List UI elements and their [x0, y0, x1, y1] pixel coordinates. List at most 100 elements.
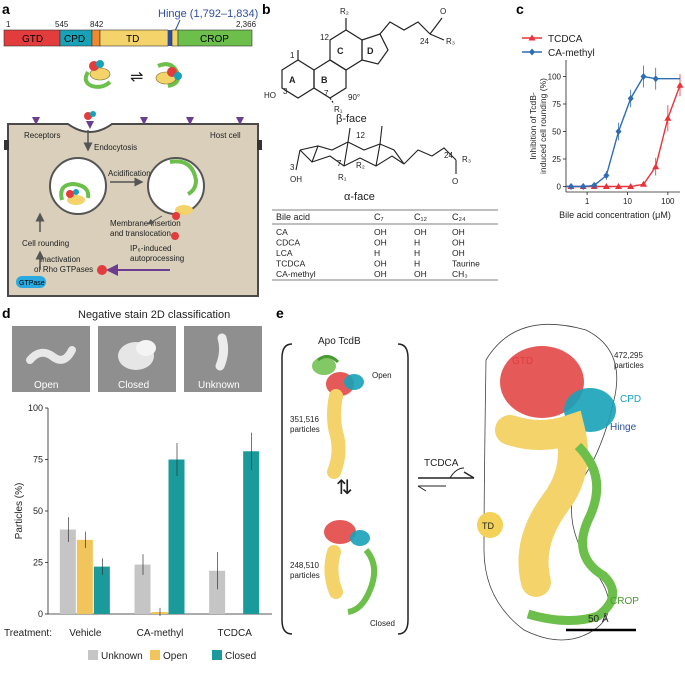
y-tick-label: 100 [548, 73, 562, 82]
closed-conformation-icon [155, 62, 182, 88]
ca-methyl-point [580, 183, 587, 190]
pos-842: 842 [90, 20, 104, 29]
tcdca-point [627, 183, 635, 189]
r1-top: R₁ [334, 105, 343, 114]
ca-methyl-point [652, 75, 659, 83]
table-cell: H [414, 248, 420, 258]
linker-block [91, 29, 101, 47]
gtd-text: GTD [22, 34, 43, 45]
table-cell: LCA [276, 248, 293, 258]
num-24-3d: 24 [444, 151, 453, 160]
crop-text: CROP [200, 34, 229, 45]
tcdca-point [664, 114, 672, 121]
dose-response-chart: 0 25 50 75 100 1 10 100 Bile acid concentration … [522, 34, 684, 220]
open-legend-swatch [150, 650, 160, 660]
apo-title: Apo TcdB [318, 336, 361, 347]
table-cell: H [414, 238, 420, 248]
open-legend-label: Open [163, 651, 187, 662]
unknown-bar [134, 564, 151, 614]
x-tick-label: 100 [661, 197, 675, 206]
hinge-block [168, 30, 172, 46]
class-unknown-label: Unknown [198, 380, 240, 391]
y-tick-label: 0 [557, 183, 562, 192]
table-cell: Taurine [452, 259, 480, 269]
table-cell: TCDCA [276, 259, 306, 269]
host-cell-label: Host cell [210, 131, 241, 140]
num-7-3d: 7 [337, 159, 342, 168]
y-tick-label: 25 [552, 155, 561, 164]
rounding-label: Cell rounding [22, 239, 69, 248]
membrane-label: Membrane insertion and translocation [110, 219, 181, 238]
ring-c: C [337, 46, 344, 56]
host-cell-diagram: Receptors Host cell Endocytosis Acidific… [4, 111, 262, 297]
steroid-3d [295, 125, 457, 174]
y-tick-label: 25 [33, 558, 43, 568]
table-cell: OH [374, 227, 387, 237]
panel-e-label: e [276, 305, 284, 321]
x-tick-label: 1 [585, 197, 590, 206]
panel-c-label: c [516, 1, 524, 17]
closed-legend-swatch [212, 650, 222, 660]
table-cell: OH [452, 248, 465, 258]
class-average-unknown: Unknown [184, 326, 262, 392]
num-24-top: 24 [420, 37, 429, 46]
r1-3d: R₁ [338, 173, 347, 182]
ca-methyl-point [591, 181, 598, 189]
table-cell: CA-methyl [276, 269, 316, 279]
num-12-top: 12 [320, 33, 329, 42]
table-cell: OH [374, 269, 387, 279]
tcdca-curve [566, 85, 681, 188]
apo-closed-structure [324, 520, 378, 615]
num-7-top: 7 [324, 89, 329, 98]
oh-3d: OH [290, 175, 302, 184]
ca-methyl-legend-label: CA-methyl [548, 48, 595, 59]
tcdca-legend-label: TCDCA [548, 34, 583, 45]
td-text: TD [126, 34, 139, 45]
o-top: O [440, 7, 446, 16]
table-cell: OH [374, 238, 387, 248]
cpd-struct-label: CPD [620, 394, 641, 405]
equilibrium-symbol: ⇅ [336, 477, 353, 499]
gtpase-label: GTPase [19, 280, 45, 287]
table-cell: CH₃ [452, 269, 468, 279]
y-axis-label: Particles (%) [14, 483, 25, 540]
td-struct-label: TD [482, 521, 494, 531]
o-3d: O [452, 177, 458, 186]
r2-3d: R₂ [356, 161, 365, 170]
num-3-top: 3 [283, 87, 288, 96]
equilibrium-arrows: ⇌ [130, 69, 143, 86]
ip6-label: IP₆-induced autoprocessing [130, 244, 184, 263]
closed-apo-label: Closed [370, 619, 395, 628]
crop-struct-label: CROP [610, 596, 639, 607]
table-cell: CDCA [276, 238, 300, 248]
closed-bar [93, 566, 110, 614]
closed-legend-label: Closed [225, 651, 256, 662]
class-average-closed: Closed [98, 326, 176, 392]
category-label: Vehicle [69, 628, 102, 639]
open-bar [76, 539, 93, 614]
table-cell: OH [414, 227, 427, 237]
closed-particles: 248,510 particles [290, 561, 320, 580]
ring-d: D [367, 46, 374, 56]
table-cell: OH [414, 269, 427, 279]
y-tick-label: 50 [552, 128, 561, 137]
table-header-3: C₂₄ [452, 212, 466, 222]
steroid-skeleton [281, 17, 445, 105]
y-tick-label: 0 [38, 609, 43, 619]
y-axis-label: Inhibition of TcdB- [528, 92, 538, 160]
y-tick-label: 75 [552, 100, 561, 109]
table-cell: H [374, 248, 380, 258]
y-tick-label: 50 [33, 506, 43, 516]
category-label: CA-methyl [137, 628, 184, 639]
table-header-2: C₁₂ [414, 212, 428, 222]
ring-a: A [289, 75, 296, 85]
x-axis-label: Bile acid concentration (μM) [559, 210, 671, 220]
ring-b: B [321, 75, 328, 85]
hinge-label: Hinge (1,792–1,834) [158, 8, 258, 20]
ca-methyl-point [640, 73, 647, 80]
r2-top: R₂ [340, 7, 349, 16]
tcdca-point [602, 183, 610, 189]
pos-1: 1 [6, 20, 11, 29]
r3-3d: R₃ [462, 155, 471, 164]
